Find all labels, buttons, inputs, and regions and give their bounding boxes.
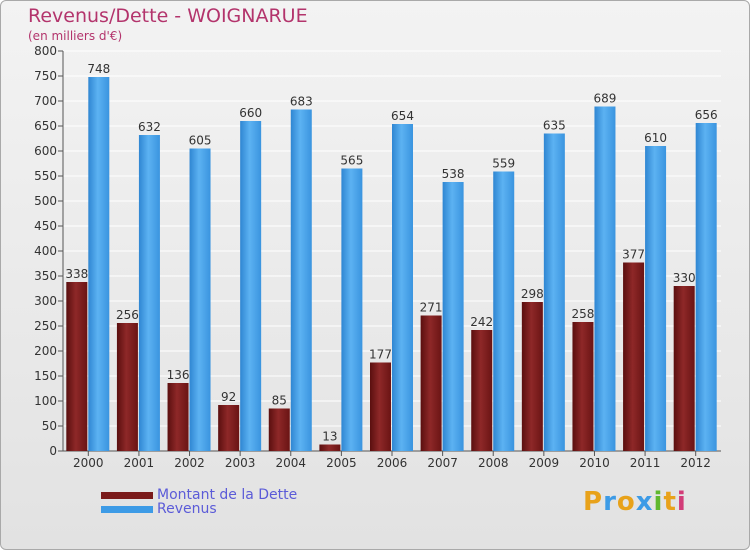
data-label-revenus: 656 — [695, 108, 718, 122]
legend-swatch-revenus — [101, 506, 153, 513]
logo-letter: o — [616, 487, 636, 517]
proxiti-logo: Proxiti — [583, 487, 687, 517]
legend-swatch-dette — [101, 492, 153, 499]
bar-dette — [167, 383, 189, 451]
bar-dette — [521, 302, 543, 451]
bar-revenus — [290, 109, 312, 451]
data-label-revenus: 748 — [87, 62, 110, 76]
x-tick-label: 2011 — [630, 456, 661, 470]
legend-label-revenus: Revenus — [157, 501, 217, 517]
data-label-dette: 177 — [369, 348, 392, 362]
data-label-revenus: 565 — [340, 154, 363, 168]
x-tick-label: 2006 — [377, 456, 408, 470]
x-tick-label: 2004 — [275, 456, 306, 470]
data-label-revenus: 689 — [594, 92, 617, 106]
bar-revenus — [341, 168, 363, 451]
x-tick-label: 2003 — [225, 456, 256, 470]
bar-dette — [218, 405, 240, 451]
data-label-revenus: 538 — [442, 167, 465, 181]
bar-dette — [420, 315, 442, 451]
data-label-dette: 271 — [420, 301, 443, 315]
y-tick-label: 700 — [34, 94, 57, 108]
data-label-revenus: 635 — [543, 119, 566, 133]
bar-revenus — [189, 148, 211, 451]
data-label-revenus: 610 — [644, 131, 667, 145]
y-tick-label: 300 — [34, 294, 57, 308]
x-tick-label: 2010 — [579, 456, 610, 470]
logo-letter: x — [635, 487, 654, 517]
logo-letter: r — [603, 487, 617, 517]
bar-revenus — [240, 121, 262, 451]
y-tick-label: 550 — [34, 169, 57, 183]
bar-dette — [471, 330, 493, 451]
data-label-revenus: 632 — [138, 120, 161, 134]
bar-dette — [370, 362, 391, 451]
bar-revenus — [88, 77, 110, 451]
bar-revenus — [138, 135, 160, 451]
data-label-revenus: 660 — [239, 106, 262, 120]
y-tick-label: 750 — [34, 69, 57, 83]
chart-title: Revenus/Dette - WOIGNARUE — [28, 5, 308, 27]
y-tick-label: 600 — [34, 144, 57, 158]
x-tick-label: 2005 — [326, 456, 357, 470]
bar-revenus — [442, 182, 464, 451]
logo-letter: i — [676, 487, 687, 517]
x-tick-label: 2002 — [174, 456, 205, 470]
y-tick-label: 450 — [34, 219, 57, 233]
x-tick-label: 2001 — [124, 456, 155, 470]
data-label-dette: 258 — [572, 307, 595, 321]
logo-letter: t — [663, 487, 677, 517]
bar-dette — [623, 262, 645, 451]
y-tick-label: 0 — [49, 444, 57, 458]
x-tick-label: 2008 — [478, 456, 509, 470]
bar-dette — [673, 286, 695, 451]
y-tick-label: 650 — [34, 119, 57, 133]
y-tick-label: 50 — [42, 419, 57, 433]
y-tick-label: 100 — [34, 394, 57, 408]
x-tick-label: 2000 — [73, 456, 104, 470]
data-label-dette: 377 — [622, 248, 645, 262]
data-label-revenus: 654 — [391, 109, 414, 123]
data-label-dette: 298 — [521, 287, 544, 301]
y-tick-label: 400 — [34, 244, 57, 258]
y-tick-label: 800 — [34, 44, 57, 58]
data-label-dette: 92 — [221, 390, 236, 404]
x-tick-label: 2007 — [427, 456, 458, 470]
legend-label-dette: Montant de la Dette — [157, 487, 298, 503]
data-label-revenus: 605 — [189, 134, 212, 148]
data-label-dette: 136 — [167, 368, 190, 382]
bar-revenus — [392, 124, 413, 451]
bar-revenus — [695, 123, 717, 451]
bar-revenus — [543, 133, 565, 451]
data-label-dette: 85 — [272, 394, 287, 408]
x-tick-label: 2009 — [529, 456, 560, 470]
bar-revenus — [493, 171, 515, 451]
data-label-revenus: 559 — [492, 157, 515, 171]
y-tick-label: 200 — [34, 344, 57, 358]
y-tick-label: 500 — [34, 194, 57, 208]
y-tick-label: 350 — [34, 269, 57, 283]
y-tick-label: 150 — [34, 369, 57, 383]
bar-dette — [66, 282, 88, 451]
bar-dette — [319, 444, 341, 451]
bar-dette — [116, 323, 138, 451]
y-tick-label: 250 — [34, 319, 57, 333]
logo-letter: P — [583, 487, 604, 517]
data-label-dette: 330 — [673, 271, 696, 285]
data-label-dette: 242 — [470, 315, 493, 329]
bar-revenus — [645, 146, 667, 451]
data-label-dette: 338 — [65, 267, 88, 281]
data-label-dette: 256 — [116, 308, 139, 322]
logo-letter: i — [653, 487, 664, 517]
bar-revenus — [594, 106, 616, 451]
bar-dette — [268, 408, 290, 451]
data-label-revenus: 683 — [290, 95, 313, 109]
bar-dette — [572, 322, 594, 451]
data-label-dette: 13 — [322, 430, 337, 444]
chart-subtitle: (en milliers d'€) — [28, 29, 123, 43]
x-tick-label: 2012 — [680, 456, 711, 470]
